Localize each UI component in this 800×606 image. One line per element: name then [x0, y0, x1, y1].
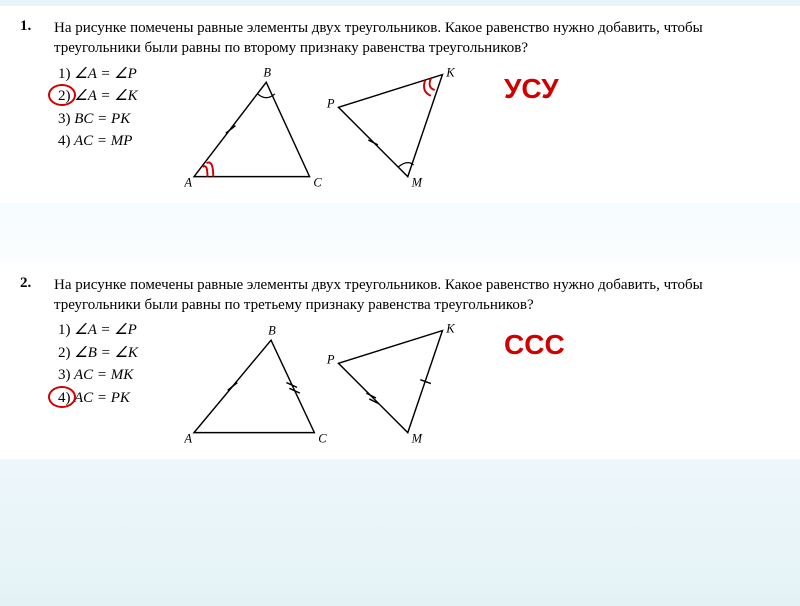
problem-2-diagram: A B C P K M	[184, 319, 464, 449]
problem-2-option-2: 2) ∠B = ∠K	[54, 342, 174, 365]
opt-body: AC = MP	[74, 133, 132, 149]
svg-text:P: P	[326, 352, 335, 366]
svg-text:C: C	[313, 175, 322, 189]
tick-pm-1	[366, 393, 376, 398]
problem-2-options: 1) ∠A = ∠P 2) ∠B = ∠K 3) AC = MK 4) AC =…	[54, 319, 174, 409]
angle-k-arc1	[430, 78, 435, 90]
triangle-pkm	[338, 74, 442, 176]
problem-1-diagram: A B C P K M	[184, 63, 464, 193]
problem-1-option-3: 3) BC = PK	[54, 108, 174, 131]
svg-text:P: P	[326, 96, 335, 110]
problem-2-annotation: ССС	[504, 329, 565, 361]
opt-body: ∠A = ∠P	[74, 66, 137, 82]
tick-pm	[368, 140, 378, 145]
problem-2-number: 2.	[20, 275, 38, 292]
svg-text:M: M	[411, 175, 423, 189]
problem-1-options: 1) ∠A = ∠P 2) ∠A = ∠K 3) BC = PK 4) AC =…	[54, 63, 174, 153]
svg-text:B: B	[263, 65, 271, 79]
svg-text:B: B	[268, 323, 276, 337]
problem-2-option-3: 3) AC = MK	[54, 364, 174, 387]
problem-1-option-2: 2) ∠A = ∠K	[54, 85, 174, 108]
problem-2-content: 1) ∠A = ∠P 2) ∠B = ∠K 3) AC = MK 4) AC =…	[54, 319, 780, 449]
svg-text:A: A	[184, 431, 192, 445]
opt-body: ∠B = ∠K	[74, 345, 138, 361]
tick-ab	[226, 125, 236, 133]
opt-body: AC = PK	[74, 390, 130, 406]
problem-2-text: На рисунке помечены равные элементы двух…	[54, 275, 780, 316]
svg-text:M: M	[411, 431, 423, 445]
problem-1-annotation: УСУ	[504, 73, 559, 105]
opt-num: 1)	[58, 66, 71, 82]
problem-1-header: 1. На рисунке помечены равные элементы д…	[20, 18, 780, 59]
opt-body: ∠A = ∠P	[74, 322, 137, 338]
opt-num: 2)	[58, 345, 71, 361]
problem-1-option-1: 1) ∠A = ∠P	[54, 63, 174, 86]
opt-num: 4)	[58, 390, 71, 406]
svg-text:A: A	[184, 175, 192, 189]
opt-num: 2)	[58, 88, 71, 104]
problem-2-option-4: 4) AC = PK	[54, 387, 174, 410]
svg-text:C: C	[318, 431, 327, 445]
problem-1: 1. На рисунке помечены равные элементы д…	[0, 6, 800, 203]
opt-num: 1)	[58, 322, 71, 338]
opt-body: BC = PK	[74, 111, 130, 127]
problem-1-text: На рисунке помечены равные элементы двух…	[54, 18, 780, 59]
svg-text:K: K	[445, 321, 455, 335]
problem-2-header: 2. На рисунке помечены равные элементы д…	[20, 275, 780, 316]
problem-1-option-4: 4) AC = MP	[54, 130, 174, 153]
problem-2-option-1: 1) ∠A = ∠P	[54, 319, 174, 342]
angle-a-arc1	[203, 166, 208, 176]
problem-1-number: 1.	[20, 18, 38, 35]
opt-num: 3)	[58, 367, 71, 383]
triangle-abc	[194, 82, 310, 176]
problem-1-content: 1) ∠A = ∠P 2) ∠A = ∠K 3) BC = PK 4) AC =…	[54, 63, 780, 193]
tick-ab-single	[228, 383, 238, 391]
opt-num: 4)	[58, 133, 71, 149]
opt-body: AC = MK	[74, 367, 133, 383]
problem-2: 2. На рисунке помечены равные элементы д…	[0, 263, 800, 460]
svg-text:K: K	[445, 65, 455, 79]
opt-num: 3)	[58, 111, 71, 127]
opt-body: ∠A = ∠K	[74, 88, 137, 104]
